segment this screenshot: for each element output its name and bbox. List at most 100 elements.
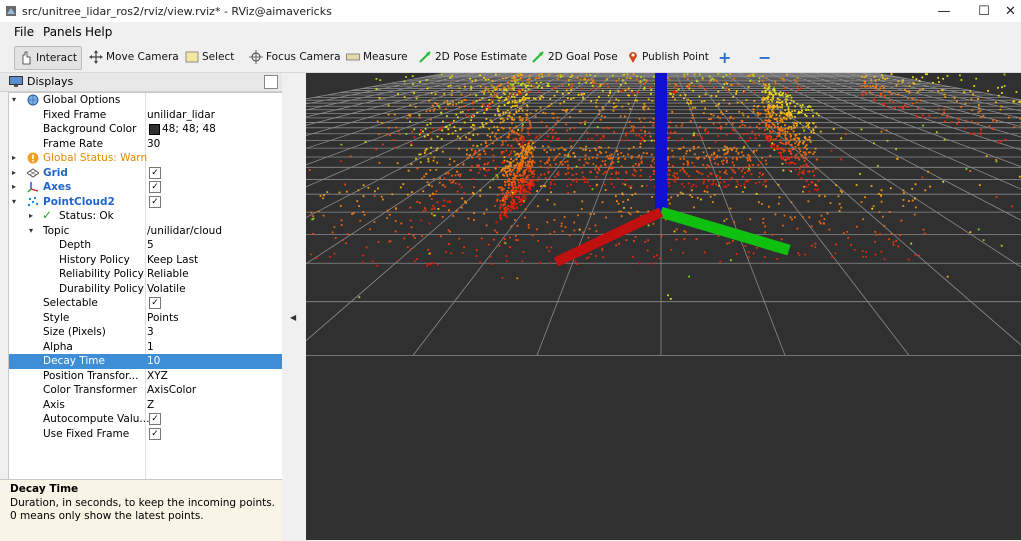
tree-row-durability-policy[interactable]: Durability Policy Volatile	[9, 282, 283, 297]
grid-checkbox[interactable]: ✓	[149, 166, 161, 179]
tree-row-global-status[interactable]: ▸ Global Status: Warn	[9, 151, 283, 166]
tree-row-style[interactable]: Style Points	[9, 311, 283, 326]
collapse-panel-arrow-icon[interactable]: ◀	[290, 313, 297, 322]
point	[503, 238, 506, 240]
tree-row-depth[interactable]: Depth 5	[9, 238, 283, 253]
tree-row-pointcloud2[interactable]: ▾ PointCloud2 ✓	[9, 195, 283, 210]
tree-row-alpha[interactable]: Alpha 1	[9, 340, 283, 355]
tree-row-topic[interactable]: ▾ Topic /unilidar/cloud	[9, 224, 283, 239]
selectable-checkbox[interactable]: ✓	[149, 297, 161, 309]
point	[674, 180, 677, 183]
select-button[interactable]: Select	[185, 46, 234, 68]
expand-arrow-icon[interactable]: ▸	[12, 153, 17, 162]
add-tool-button[interactable]: +	[718, 47, 732, 67]
tree-value[interactable]: Z	[147, 398, 155, 411]
tree-value[interactable]: 1	[147, 340, 154, 353]
publish-point-button[interactable]: Publish Point	[627, 46, 709, 68]
tree-value[interactable]: Volatile	[147, 282, 186, 295]
point	[715, 174, 717, 177]
3d-scene[interactable]	[306, 73, 1021, 540]
tree-row-color-transformer[interactable]: Color Transformer AxisColor	[9, 383, 283, 398]
expand-arrow-icon[interactable]: ▸	[29, 211, 34, 220]
point	[441, 129, 444, 132]
tree-value[interactable]: 3	[147, 326, 154, 338]
point	[503, 156, 506, 158]
minimize-button[interactable]: —	[937, 4, 951, 19]
tree-value[interactable]: Points	[147, 311, 179, 324]
expand-arrow-icon[interactable]: ▸	[12, 167, 17, 177]
tree-row-axes[interactable]: ▸ Axes ✓	[9, 180, 283, 195]
point	[525, 149, 527, 151]
point	[902, 79, 904, 82]
axes-checkbox[interactable]: ✓	[149, 181, 161, 193]
tree-value[interactable]: /unilidar/cloud	[147, 224, 222, 237]
float-panel-button[interactable]	[264, 75, 278, 89]
remove-tool-button[interactable]: −	[758, 47, 772, 67]
point	[521, 162, 524, 165]
tree-value[interactable]: Reliable	[147, 268, 189, 280]
tree-row-autocompute[interactable]: Autocompute Valu... ✓	[9, 412, 283, 427]
tree-row-history-policy[interactable]: History Policy Keep Last	[9, 253, 283, 268]
move-camera-button[interactable]: Move Camera	[89, 46, 179, 68]
tree-value[interactable]: 30	[147, 137, 161, 150]
tree-row-selectable[interactable]: Selectable ✓	[9, 296, 283, 311]
pose-estimate-button[interactable]: 2D Pose Estimate	[418, 46, 527, 68]
color-swatch[interactable]	[149, 124, 160, 135]
point	[506, 109, 509, 112]
point	[773, 88, 776, 91]
point	[516, 140, 519, 143]
tree-row-grid[interactable]: ▸ Grid ✓	[9, 166, 283, 181]
tree-value[interactable]: Keep Last	[147, 253, 199, 266]
tree-row-decay-time[interactable]: Decay Time 10	[9, 354, 283, 369]
tree-row-size-pixels[interactable]: Size (Pixels) 3	[9, 325, 283, 340]
tree-row-fixed-frame[interactable]: Fixed Frame unilidar_lidar	[9, 108, 283, 123]
tree-row-use-fixed-frame[interactable]: Use Fixed Frame ✓	[9, 427, 283, 442]
close-button[interactable]: ✕	[1005, 4, 1016, 19]
point	[975, 77, 978, 80]
maximize-button[interactable]: ☐	[978, 4, 990, 19]
collapse-arrow-icon[interactable]: ▾	[12, 95, 17, 104]
tree-row-global-options[interactable]: ▾ Global Options	[9, 93, 283, 108]
focus-camera-button[interactable]: Focus Camera	[249, 46, 341, 68]
tree-row-background-color[interactable]: Background Color 48; 48; 48	[9, 122, 283, 137]
point	[565, 89, 568, 92]
point	[786, 98, 788, 101]
menu-panels[interactable]: Panels	[43, 25, 82, 39]
point	[924, 73, 927, 76]
autocompute-checkbox[interactable]: ✓	[149, 413, 161, 425]
point	[697, 158, 699, 160]
tree-value[interactable]: XYZ	[147, 369, 168, 382]
point	[814, 167, 817, 170]
menu-help[interactable]: Help	[85, 25, 113, 39]
tree-row-position-transformer[interactable]: Position Transfor... XYZ	[9, 369, 283, 384]
point	[508, 133, 511, 136]
point	[860, 85, 863, 88]
point	[612, 161, 614, 164]
point	[487, 87, 490, 90]
tree-value[interactable]: 48; 48; 48	[162, 123, 216, 135]
panel-splitter[interactable]: ◀	[282, 73, 306, 540]
point	[501, 189, 504, 192]
point	[506, 170, 509, 173]
menu-file[interactable]: File	[14, 25, 35, 39]
tree-value[interactable]: 10	[147, 355, 161, 367]
measure-button[interactable]: Measure	[346, 46, 408, 68]
tree-row-status-ok[interactable]: ▸ ✓ Status: Ok	[9, 208, 283, 224]
tree-row-axis[interactable]: Axis Z	[9, 398, 283, 413]
expand-arrow-icon[interactable]: ▸	[12, 182, 17, 191]
tree-value[interactable]: unilidar_lidar	[147, 108, 215, 121]
tree-row-frame-rate[interactable]: Frame Rate 30	[9, 137, 283, 152]
pointcloud-checkbox[interactable]: ✓	[149, 195, 161, 208]
collapse-arrow-icon[interactable]: ▾	[12, 196, 17, 206]
point	[437, 263, 439, 266]
tree-row-reliability-policy[interactable]: Reliability Policy Reliable	[9, 267, 283, 282]
render-viewport[interactable]	[306, 73, 1021, 540]
tree-value[interactable]: AxisColor	[147, 384, 197, 396]
tree-value[interactable]: 5	[147, 239, 154, 251]
goal-pose-button[interactable]: 2D Goal Pose	[531, 46, 618, 68]
use-fixed-frame-checkbox[interactable]: ✓	[149, 427, 161, 440]
point	[814, 183, 817, 185]
point	[543, 138, 546, 141]
collapse-arrow-icon[interactable]: ▾	[29, 225, 34, 235]
interact-button[interactable]: Interact	[14, 46, 82, 70]
